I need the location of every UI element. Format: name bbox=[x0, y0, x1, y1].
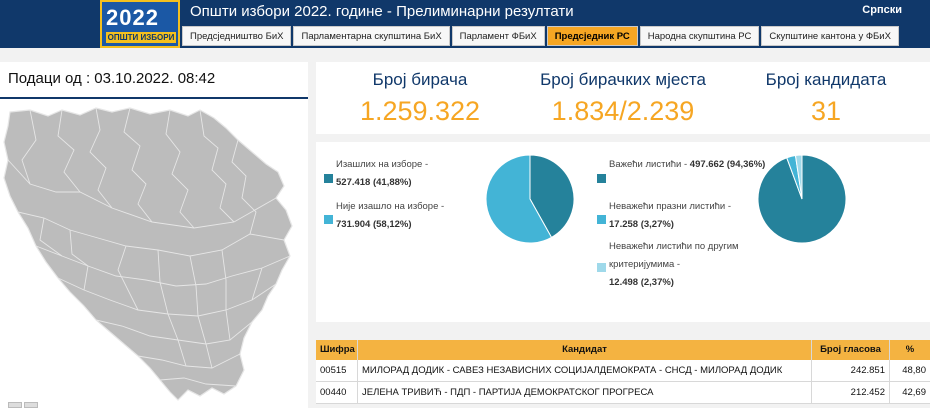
tab-president-rs[interactable]: Предсједник РС bbox=[546, 26, 638, 46]
header-candidate[interactable]: Кандидат bbox=[358, 340, 812, 360]
municipality-map[interactable] bbox=[0, 100, 308, 408]
legend-turnout-not-voted: Није изашло на изборе - 731.904 (58,12%) bbox=[336, 198, 444, 234]
header-votes[interactable]: Број гласова bbox=[812, 340, 890, 360]
ballots-pie-chart[interactable] bbox=[757, 154, 847, 244]
map-region-outline[interactable] bbox=[3, 107, 293, 401]
municipality-borders bbox=[7, 107, 291, 387]
legend-valid-ballots: Важећи листићи - 497.662 (94,36%) bbox=[609, 156, 765, 174]
legend-turnout-voted: Изашлих на изборе - 527.418 (41,88%) bbox=[336, 156, 428, 192]
stat-candidates-value: 31 bbox=[810, 96, 842, 126]
stat-voters: Број бирача 1.259.322 bbox=[320, 62, 520, 127]
stat-polling-stations-value: 1.834/2.239 bbox=[551, 96, 695, 126]
candidates-table: Шифра Кандидат Број гласова % 00515 МИЛО… bbox=[316, 340, 930, 404]
stat-polling-stations: Број бирачких мјеста 1.834/2.239 bbox=[523, 62, 723, 127]
tab-presidency-bih[interactable]: Предсједништво БиХ bbox=[182, 26, 292, 46]
stat-voters-value: 1.259.322 bbox=[359, 96, 481, 126]
stat-polling-stations-label: Број бирачких мјеста bbox=[540, 70, 706, 89]
logo-subtitle: ОПШТИ ИЗБОРИ bbox=[106, 32, 176, 43]
map-zoom-in-button[interactable] bbox=[8, 402, 22, 408]
header-code[interactable]: Шифра bbox=[316, 340, 358, 360]
turnout-pie-chart[interactable] bbox=[485, 154, 575, 244]
legend-blank-ballots-label: Неважећи празни листићи - bbox=[609, 201, 732, 212]
logo-year: 2022 bbox=[106, 5, 159, 30]
row-code: 00440 bbox=[316, 382, 358, 403]
legend-swatch-other-invalid-ballots bbox=[597, 263, 606, 272]
map-panel: Подаци од : 03.10.2022. 08:42 bbox=[0, 62, 308, 408]
legend-blank-ballots-value: 17.258 (3,27%) bbox=[609, 219, 674, 230]
turnout-and-ballots-panel: Изашлих на изборе - 527.418 (41,88%) Ниј… bbox=[316, 142, 930, 322]
row-votes: 242.851 bbox=[812, 360, 890, 381]
stat-voters-label: Број бирача bbox=[372, 70, 468, 89]
header-bar: 2022 ОПШТИ ИЗБОРИ Општи избори 2022. год… bbox=[0, 0, 930, 48]
legend-swatch-turnout-voted bbox=[324, 174, 333, 183]
language-selector[interactable]: Српски bbox=[862, 4, 902, 16]
panel-divider bbox=[0, 97, 308, 99]
legend-other-invalid-ballots-value: 12.498 (2,37%) bbox=[609, 277, 674, 288]
row-code: 00515 bbox=[316, 360, 358, 381]
page-title: Општи избори 2022. године - Прелиминарни… bbox=[190, 3, 574, 20]
legend-turnout-not-voted-label: Није изашло на изборе - bbox=[336, 201, 445, 212]
row-votes: 212.452 bbox=[812, 382, 890, 403]
legend-swatch-valid-ballots bbox=[597, 174, 606, 183]
legend-valid-ballots-label: Важећи листићи - bbox=[609, 159, 688, 170]
table-row[interactable]: 00440 ЈЕЛЕНА ТРИВИЋ - ПДП - ПАРТИЈА ДЕМО… bbox=[316, 382, 930, 404]
turnout-pie-slice-0[interactable] bbox=[529, 154, 575, 239]
tab-national-assembly-rs[interactable]: Народна скупштина РС bbox=[639, 26, 760, 46]
election-tabs: Предсједништво БиХ Парламентарна скупшти… bbox=[182, 26, 901, 46]
legend-swatch-turnout-not-voted bbox=[324, 215, 333, 224]
legend-turnout-not-voted-value: 731.904 (58,12%) bbox=[336, 219, 412, 230]
row-percent: 42,69 bbox=[902, 387, 926, 398]
elections-logo[interactable]: 2022 ОПШТИ ИЗБОРИ bbox=[100, 0, 180, 48]
map-zoom-out-button[interactable] bbox=[24, 402, 38, 408]
legend-blank-ballots: Неважећи празни листићи - 17.258 (3,27%) bbox=[609, 198, 731, 234]
legend-turnout-voted-label: Изашлих на изборе - bbox=[336, 159, 429, 170]
ballots-pie-slice-0[interactable] bbox=[757, 154, 847, 244]
data-timestamp: Подаци од : 03.10.2022. 08:42 bbox=[8, 70, 216, 87]
tab-parliament-fbih[interactable]: Парламент ФБиХ bbox=[451, 26, 545, 46]
tab-cantonal-assemblies-fbih[interactable]: Скупштине кантона у ФБиХ bbox=[761, 26, 899, 46]
row-candidate: ЈЕЛЕНА ТРИВИЋ - ПДП - ПАРТИЈА ДЕМОКРАТСК… bbox=[358, 382, 812, 403]
header-percent[interactable]: % bbox=[905, 344, 915, 355]
legend-turnout-voted-value: 527.418 (41,88%) bbox=[336, 177, 412, 188]
legend-other-invalid-ballots-label: Неважећи листићи по другим критеријумима… bbox=[609, 241, 739, 270]
table-row[interactable]: 00515 МИЛОРАД ДОДИК - САВЕЗ НЕЗАВИСНИХ С… bbox=[316, 360, 930, 382]
row-candidate: МИЛОРАД ДОДИК - САВЕЗ НЕЗАВИСНИХ СОЦИЈАЛ… bbox=[358, 360, 812, 381]
table-header-row: Шифра Кандидат Број гласова % bbox=[316, 340, 930, 360]
legend-swatch-blank-ballots bbox=[597, 215, 606, 224]
row-percent: 48,80 bbox=[902, 365, 926, 376]
stat-candidates-label: Број кандидата bbox=[765, 70, 887, 89]
tab-parliamentary-assembly-bih[interactable]: Парламентарна скупштина БиХ bbox=[293, 26, 450, 46]
legend-valid-ballots-value: 497.662 (94,36%) bbox=[689, 159, 766, 170]
stat-candidates: Број кандидата 31 bbox=[726, 62, 926, 127]
summary-stats: Број бирача 1.259.322 Број бирачких мјес… bbox=[316, 62, 930, 134]
turnout-pie-slice-1[interactable] bbox=[485, 154, 553, 244]
legend-other-invalid-ballots: Неважећи листићи по другим критеријумима… bbox=[609, 238, 759, 292]
ballots-pie-slice-2[interactable] bbox=[794, 154, 803, 200]
